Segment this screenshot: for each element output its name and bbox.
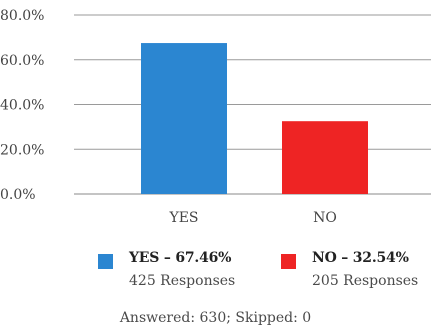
bar-no bbox=[282, 121, 368, 194]
bar-yes bbox=[141, 43, 227, 194]
x-tick-label: YES bbox=[168, 210, 198, 226]
y-tick-label: 20.0% bbox=[0, 142, 44, 158]
gridlines bbox=[74, 14, 431, 195]
legend-item-no: NO – 32.54% 205 Responses bbox=[281, 250, 431, 294]
y-tick-label: 60.0% bbox=[0, 53, 44, 69]
y-tick-label: 80.0% bbox=[0, 8, 44, 24]
response-summary: Answered: 630; Skipped: 0 bbox=[119, 310, 312, 326]
y-axis-tick-labels: 0.0% 20.0% 40.0% 60.0% 80.0% bbox=[0, 8, 44, 203]
legend-label-yes: YES – 67.46% bbox=[129, 250, 232, 266]
bars bbox=[141, 43, 368, 194]
legend-responses-no: 205 Responses bbox=[312, 273, 419, 289]
y-tick-label: 40.0% bbox=[0, 98, 44, 114]
legend-label-no: NO – 32.54% bbox=[312, 250, 409, 266]
legend-item-yes: YES – 67.46% 425 Responses bbox=[98, 250, 258, 294]
legend-swatch-yes bbox=[98, 254, 113, 269]
legend-swatch-no bbox=[281, 254, 296, 269]
x-axis-tick-labels: YES NO bbox=[168, 210, 336, 226]
x-tick-label: NO bbox=[313, 210, 337, 226]
bar-chart: 0.0% 20.0% 40.0% 60.0% 80.0% YES NO bbox=[0, 8, 431, 226]
y-tick-label: 0.0% bbox=[0, 187, 36, 203]
legend-responses-yes: 425 Responses bbox=[129, 273, 236, 289]
